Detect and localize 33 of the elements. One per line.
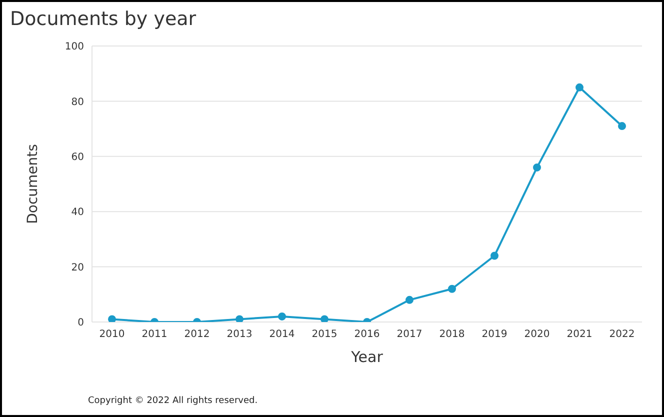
x-tick-label: 2017 xyxy=(396,329,422,340)
text: Copyright © 2022 All rights reserved. xyxy=(88,396,258,406)
chart-title: Documents by year xyxy=(10,8,196,30)
x-tick-label: 2010 xyxy=(99,329,125,340)
y-tick-label: 0 xyxy=(78,318,84,329)
point xyxy=(278,312,286,320)
x-tick-label: 2016 xyxy=(354,329,380,340)
x-tick-label: 2015 xyxy=(312,329,338,340)
point xyxy=(236,315,244,322)
x-axis-title: Year xyxy=(350,348,384,366)
point xyxy=(320,315,328,322)
x-tick-label: 2018 xyxy=(439,329,465,340)
x-tick-label: 2011 xyxy=(142,329,168,340)
y-axis-title: Documents xyxy=(24,144,41,224)
point xyxy=(576,83,584,92)
y-tick-label: 80 xyxy=(71,96,84,108)
x-tick-label: 2021 xyxy=(566,329,592,340)
x-tick-label: 2014 xyxy=(269,329,295,340)
y-tick-label: 40 xyxy=(71,207,84,218)
x-tick-label: 2012 xyxy=(184,329,210,340)
point xyxy=(618,122,626,130)
point xyxy=(448,284,456,293)
y-tick-label: 60 xyxy=(71,152,84,163)
point xyxy=(533,163,541,172)
x-tick-label: 2022 xyxy=(609,329,635,340)
point xyxy=(406,296,414,304)
point xyxy=(108,315,116,322)
x-tick-label: 2013 xyxy=(226,329,252,340)
x-tick-label: 2020 xyxy=(524,329,550,340)
x-tick-label: 2019 xyxy=(482,329,508,340)
y-tick-label: 100 xyxy=(64,42,84,53)
point xyxy=(490,252,498,260)
y-tick-label: 20 xyxy=(71,262,84,274)
